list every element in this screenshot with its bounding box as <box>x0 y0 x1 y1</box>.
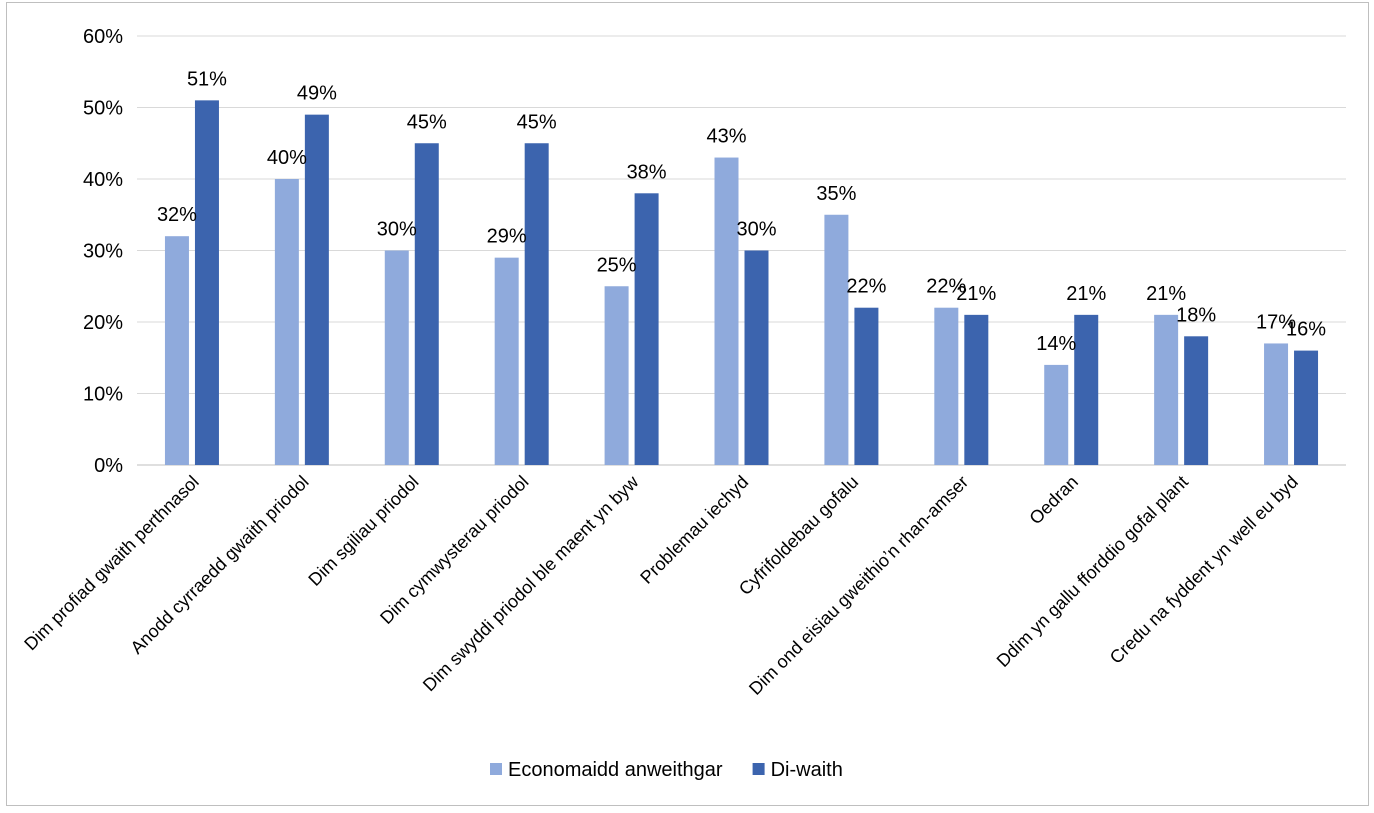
legend-label: Di-waith <box>771 759 843 781</box>
bar <box>1184 336 1209 465</box>
bar <box>1074 314 1099 465</box>
data-labels: 32% 51% 40% 49% 30% 45% 29% 45% 25% 38% 43% 30% 35% 2… <box>157 68 1326 355</box>
x-tick-label: Anodd cyrraedd gwaith priodol <box>127 472 313 658</box>
data-label: 22% <box>926 276 966 298</box>
x-tick-label: Dim profiad gwaith perthnasol <box>20 472 203 655</box>
data-label: 30% <box>736 219 776 241</box>
bar <box>304 114 329 466</box>
y-tick-label: 20% <box>83 312 123 334</box>
x-tick-label: Problemau iechyd <box>636 472 752 588</box>
bar <box>934 307 959 465</box>
legend-swatch <box>752 763 765 775</box>
bar <box>604 286 629 465</box>
y-tick-label: 60% <box>83 26 123 48</box>
y-axis-ticks: 0% 10% 20% 30% 40% 50% 60% <box>83 26 123 477</box>
data-label: 17% <box>1256 311 1296 333</box>
bar <box>1264 343 1289 465</box>
x-tick-label: Dim swyddi priodol ble maent yn byw <box>419 471 643 695</box>
bar <box>854 307 879 465</box>
x-tick-label: Dim ond eisiau gweithio’n rhan-amser <box>745 472 972 699</box>
y-tick-label: 40% <box>83 169 123 191</box>
x-tick-label: Oedran <box>1025 472 1082 529</box>
legend-label: Economaidd anweithgar <box>508 759 723 781</box>
bar <box>634 193 659 466</box>
data-label: 35% <box>816 183 856 205</box>
legend-swatch <box>490 763 502 775</box>
y-tick-label: 10% <box>83 384 123 406</box>
data-label: 22% <box>846 276 886 298</box>
bar <box>1044 364 1069 465</box>
data-label: 49% <box>297 83 337 105</box>
gridlines <box>137 35 1346 466</box>
data-label: 21% <box>956 283 996 305</box>
bar <box>524 143 549 465</box>
y-tick-label: 0% <box>94 455 123 477</box>
bar <box>274 179 299 465</box>
legend: Economaidd anweithgar Di-waith <box>490 759 843 781</box>
data-label: 32% <box>157 204 197 226</box>
bar <box>384 250 409 465</box>
bar <box>414 143 439 465</box>
bar <box>1154 314 1179 465</box>
data-label: 21% <box>1146 283 1186 305</box>
data-label: 29% <box>487 226 527 248</box>
bars <box>164 100 1319 466</box>
data-label: 14% <box>1036 333 1076 355</box>
bar <box>964 314 989 465</box>
x-tick-label: Ddim yn gallu fforddio gofal plant <box>993 472 1192 671</box>
bar <box>164 236 189 465</box>
bar <box>824 214 849 465</box>
data-label: 45% <box>517 111 557 133</box>
bar <box>494 257 519 465</box>
bar <box>714 157 739 466</box>
data-label: 38% <box>627 161 667 183</box>
x-tick-label: Cyfrifoldebau gofalu <box>735 472 862 599</box>
data-label: 45% <box>407 111 447 133</box>
data-label: 25% <box>597 254 637 276</box>
data-label: 40% <box>267 147 307 169</box>
bar <box>744 250 769 465</box>
x-tick-label: Dim sgiliau priodol <box>304 472 422 590</box>
data-label: 21% <box>1066 283 1106 305</box>
y-tick-label: 50% <box>83 98 123 120</box>
bar <box>194 100 219 465</box>
x-tick-label: Credu na fyddent yn well eu byd <box>1106 472 1302 668</box>
data-label: 51% <box>187 68 227 90</box>
data-label: 30% <box>377 219 417 241</box>
y-tick-label: 30% <box>83 241 123 263</box>
data-label: 18% <box>1176 304 1216 326</box>
data-label: 43% <box>706 126 746 148</box>
bar <box>1294 350 1319 465</box>
data-label: 16% <box>1286 319 1326 341</box>
chart-border <box>6 2 1369 806</box>
